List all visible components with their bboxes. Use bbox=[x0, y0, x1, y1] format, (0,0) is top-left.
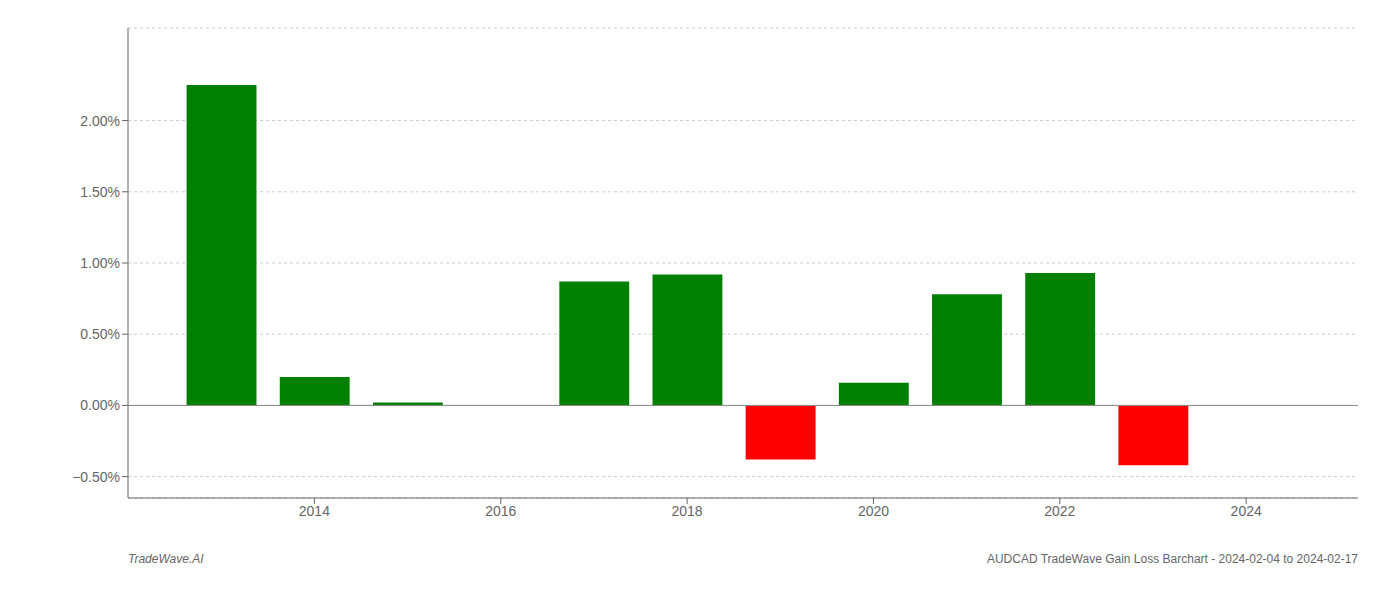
svg-text:2022: 2022 bbox=[1044, 503, 1075, 519]
svg-text:0.50%: 0.50% bbox=[80, 326, 120, 342]
svg-text:2014: 2014 bbox=[299, 503, 330, 519]
html-text:TradeWave.AI: TradeWave.AI bbox=[128, 552, 204, 566]
svg-text:2020: 2020 bbox=[858, 503, 889, 519]
svg-text:1.50%: 1.50% bbox=[80, 184, 120, 200]
svg-text:0.00%: 0.00% bbox=[80, 397, 120, 413]
svg-text:1.00%: 1.00% bbox=[80, 255, 120, 271]
svg-text:2016: 2016 bbox=[485, 503, 516, 519]
svg-text:2024: 2024 bbox=[1231, 503, 1262, 519]
svg-text:2018: 2018 bbox=[672, 503, 703, 519]
svg-text:−0.50%: −0.50% bbox=[72, 469, 120, 485]
html-text:AUDCAD TradeWave Gain Loss Bar: AUDCAD TradeWave Gain Loss Barchart - 20… bbox=[986, 552, 1358, 566]
svg-text:2.00%: 2.00% bbox=[80, 113, 120, 129]
